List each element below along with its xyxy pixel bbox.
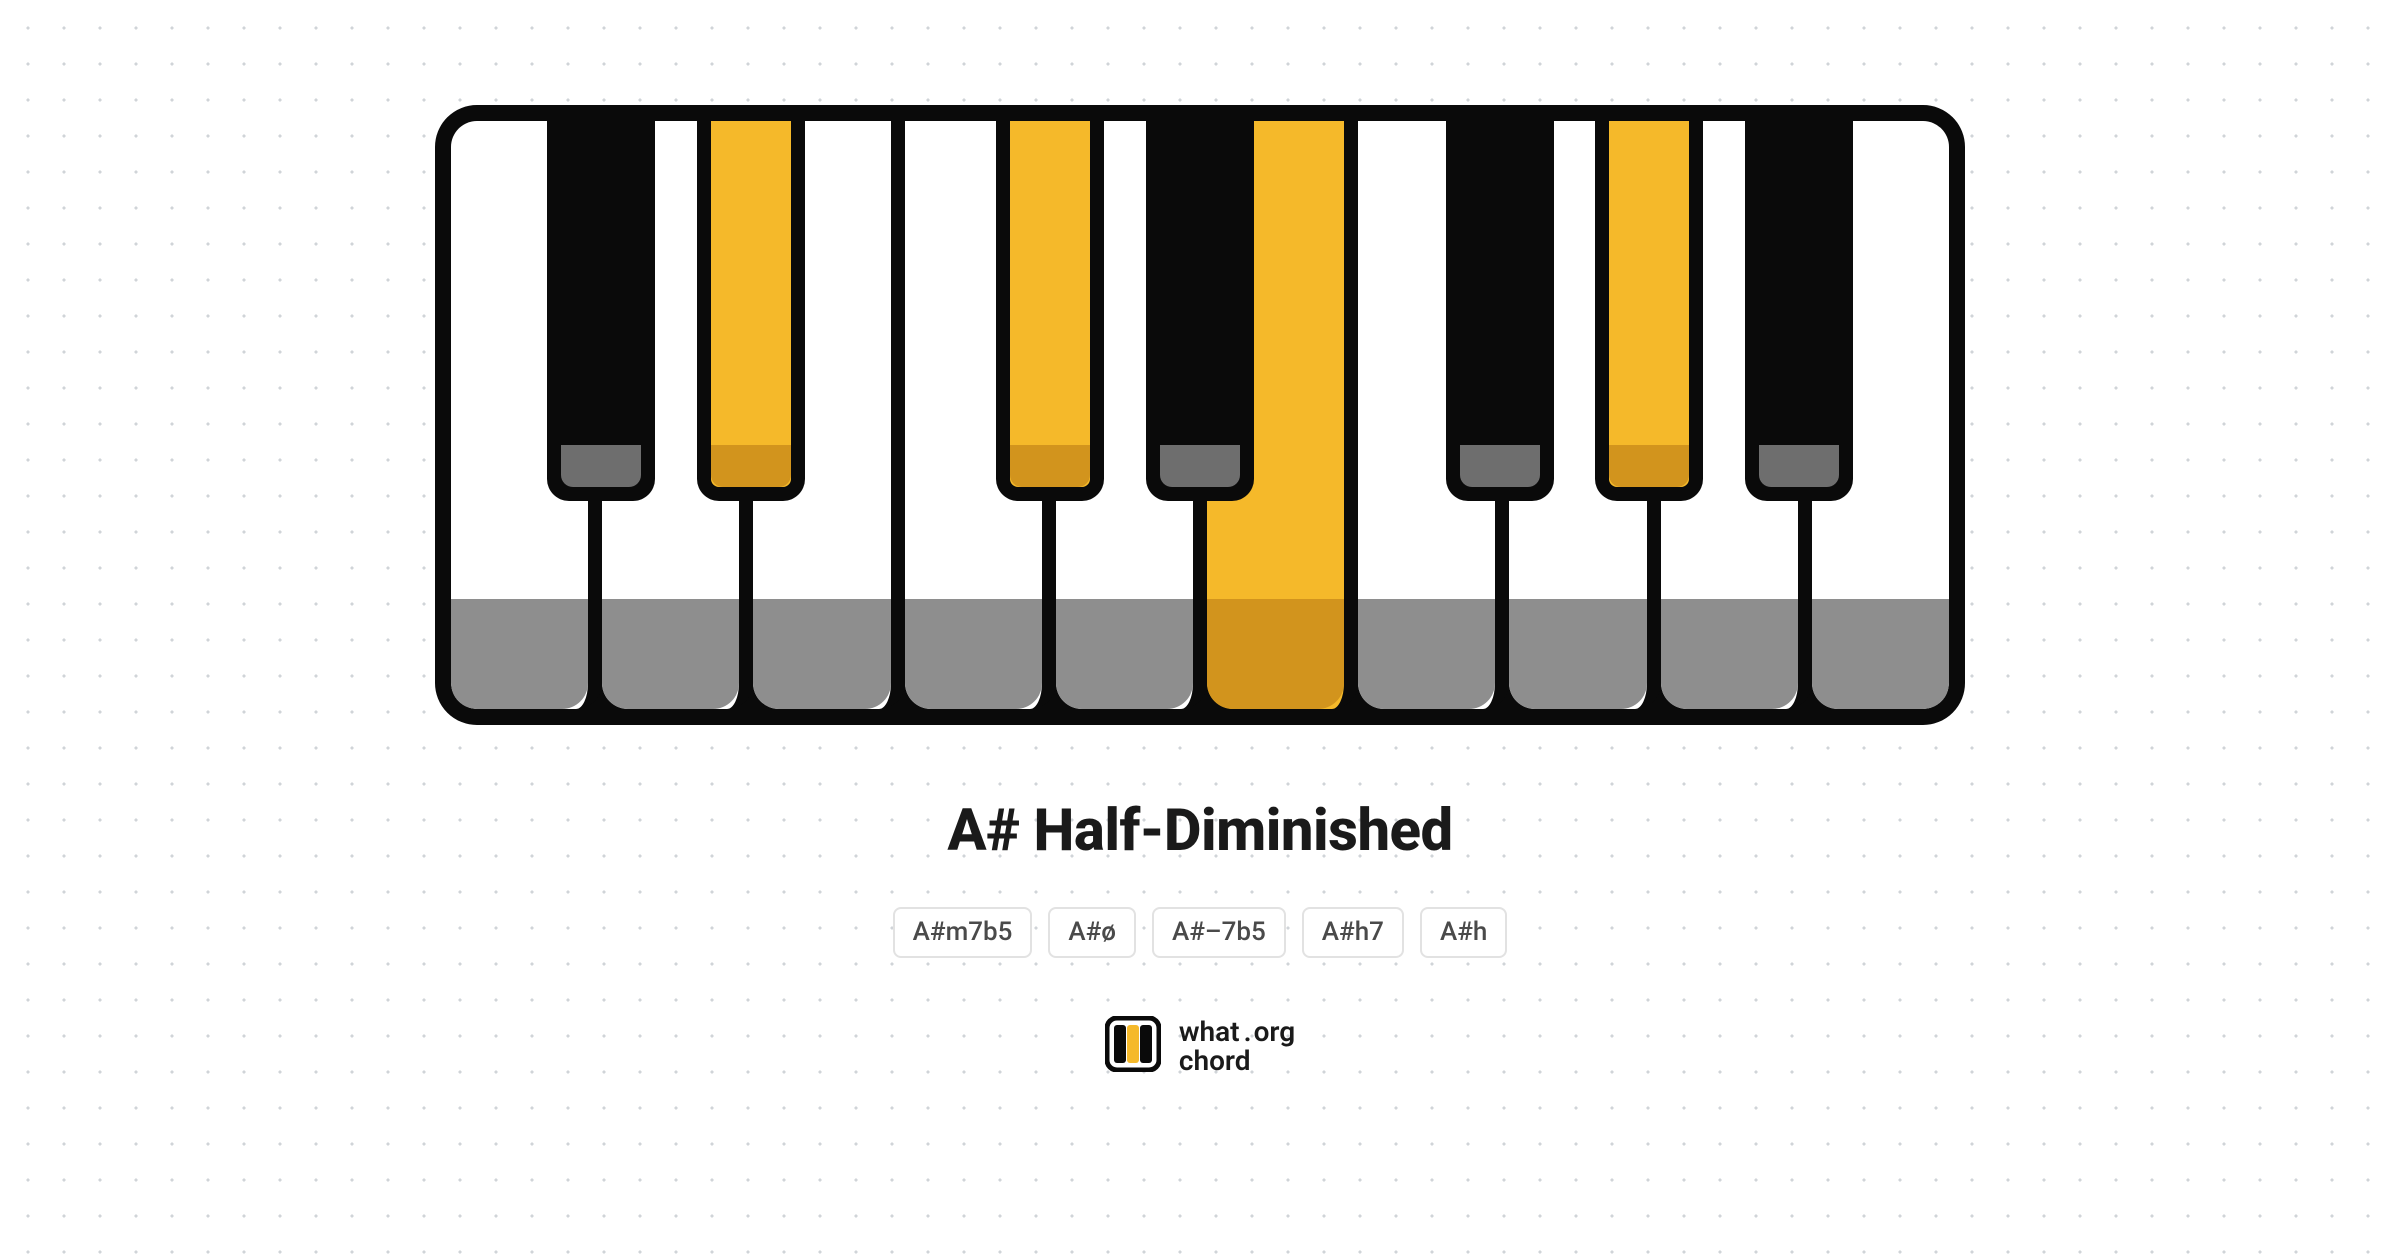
- brand-footer: what.org chord: [1105, 1016, 1295, 1076]
- white-key: [451, 121, 602, 709]
- brand-line2: chord: [1179, 1046, 1295, 1075]
- chord-alias-chip: A#h: [1420, 907, 1507, 958]
- white-key: [753, 121, 904, 709]
- brand-logo-icon: [1105, 1016, 1161, 1076]
- white-key: [1812, 121, 1949, 709]
- white-key: [602, 121, 753, 709]
- white-keys-row: [451, 121, 1949, 709]
- keyboard-frame: [435, 105, 1965, 725]
- white-key: [1661, 121, 1812, 709]
- chord-alias-chip: A#h7: [1302, 907, 1404, 958]
- chord-title: A# Half-Diminished: [947, 797, 1452, 865]
- piano-keyboard: [435, 105, 1965, 725]
- white-key: [1358, 121, 1509, 709]
- brand-separator: .: [1244, 1015, 1252, 1048]
- white-key: [1056, 121, 1207, 709]
- chord-alias-chip: A#ø: [1048, 907, 1136, 958]
- white-key: [905, 121, 1056, 709]
- brand-line1-right: org: [1254, 1015, 1296, 1048]
- brand-text: what.org chord: [1179, 1017, 1295, 1076]
- chord-alias-chip: A#m7b5: [893, 907, 1033, 958]
- brand-line1-left: what: [1179, 1015, 1240, 1048]
- chord-alias-chip: A#–7b5: [1152, 907, 1286, 958]
- white-key: [1509, 121, 1660, 709]
- white-key: [1207, 121, 1358, 709]
- chord-aliases: A#m7b5 A#ø A#–7b5 A#h7 A#h: [893, 907, 1508, 958]
